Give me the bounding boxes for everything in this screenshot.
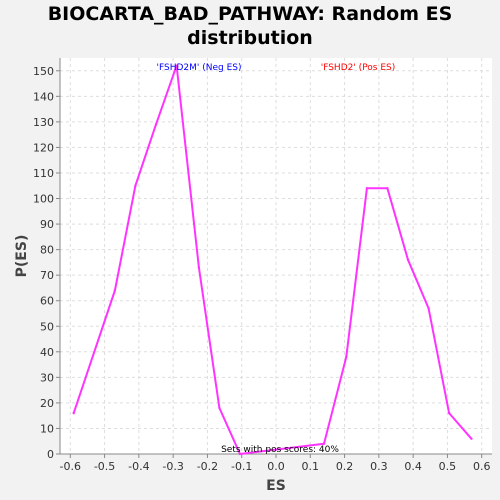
es-data-point <box>406 258 410 262</box>
y-tick-label: 20 <box>40 397 54 410</box>
y-tick-label: 0 <box>47 448 54 461</box>
x-tick-label: -0.1 <box>231 460 252 473</box>
es-data-point <box>238 452 242 456</box>
y-tick-label: 40 <box>40 346 54 359</box>
y-axis-label: P(ES) <box>14 235 30 278</box>
x-tick-label: -0.6 <box>60 460 81 473</box>
y-ticks: 0 10 20 30 40 50 60 70 80 90 100 110 120 130 140 150 <box>33 65 60 461</box>
es-data-point <box>386 187 389 190</box>
y-tick-label: 90 <box>40 218 54 231</box>
es-data-point <box>470 437 473 440</box>
y-tick-label: 70 <box>40 269 54 282</box>
x-tick-label: 0.0 <box>267 460 285 473</box>
series-group <box>72 64 473 456</box>
es-data-point <box>72 411 75 415</box>
chart-title: BIOCARTA_BAD_PATHWAY: Random ES distribu… <box>0 2 500 50</box>
es-data-point <box>197 266 201 269</box>
chart-title-line2: distribution <box>187 27 313 49</box>
es-data-point <box>322 442 326 445</box>
x-tick-label: -0.3 <box>162 460 183 473</box>
x-tick-label: -0.5 <box>94 460 115 473</box>
grid-lines <box>60 58 492 455</box>
es-data-point <box>113 289 117 292</box>
es-data-point <box>175 64 178 67</box>
es-data-point <box>427 307 430 310</box>
x-tick-label: -0.2 <box>197 460 218 473</box>
es-data-point <box>154 123 158 126</box>
pos-es-label: 'FSHD2' (Pos ES) <box>321 63 396 73</box>
x-axis-label: ES <box>266 478 286 494</box>
es-data-point <box>447 411 451 415</box>
es-series-line <box>72 64 473 455</box>
x-tick-label: 0.6 <box>473 460 491 473</box>
y-tick-label: 130 <box>33 116 54 129</box>
x-ticks: -0.6 -0.5 -0.4 -0.3 -0.2 -0.1 0.0 0.1 0.2 0.3 0.4 0… <box>60 454 491 473</box>
chart-title-line1: BIOCARTA_BAD_PATHWAY: Random ES <box>47 3 453 25</box>
y-tick-label: 100 <box>33 193 54 206</box>
y-tick-label: 120 <box>33 141 54 154</box>
y-tick-label: 60 <box>40 295 54 308</box>
es-data-point <box>345 355 348 359</box>
x-tick-label: 0.1 <box>302 460 320 473</box>
y-tick-label: 140 <box>33 90 54 103</box>
x-tick-label: 0.2 <box>336 460 354 473</box>
y-tick-label: 150 <box>33 65 54 78</box>
es-data-point <box>134 184 137 187</box>
x-tick-label: 0.5 <box>439 460 457 473</box>
es-data-point <box>365 187 369 190</box>
y-tick-label: 10 <box>40 422 54 435</box>
x-tick-label: -0.4 <box>128 460 149 473</box>
pos-scores-annotation: Sets with pos scores: 40% <box>221 445 339 455</box>
x-tick-label: 0.3 <box>370 460 388 473</box>
y-tick-label: 80 <box>40 244 54 257</box>
neg-es-label: 'FSHD2M' (Neg ES) <box>157 63 242 73</box>
y-tick-label: 50 <box>40 320 54 333</box>
y-tick-label: 30 <box>40 371 54 384</box>
x-tick-label: 0.4 <box>404 460 422 473</box>
y-tick-label: 110 <box>33 167 54 180</box>
es-data-point <box>218 406 221 410</box>
